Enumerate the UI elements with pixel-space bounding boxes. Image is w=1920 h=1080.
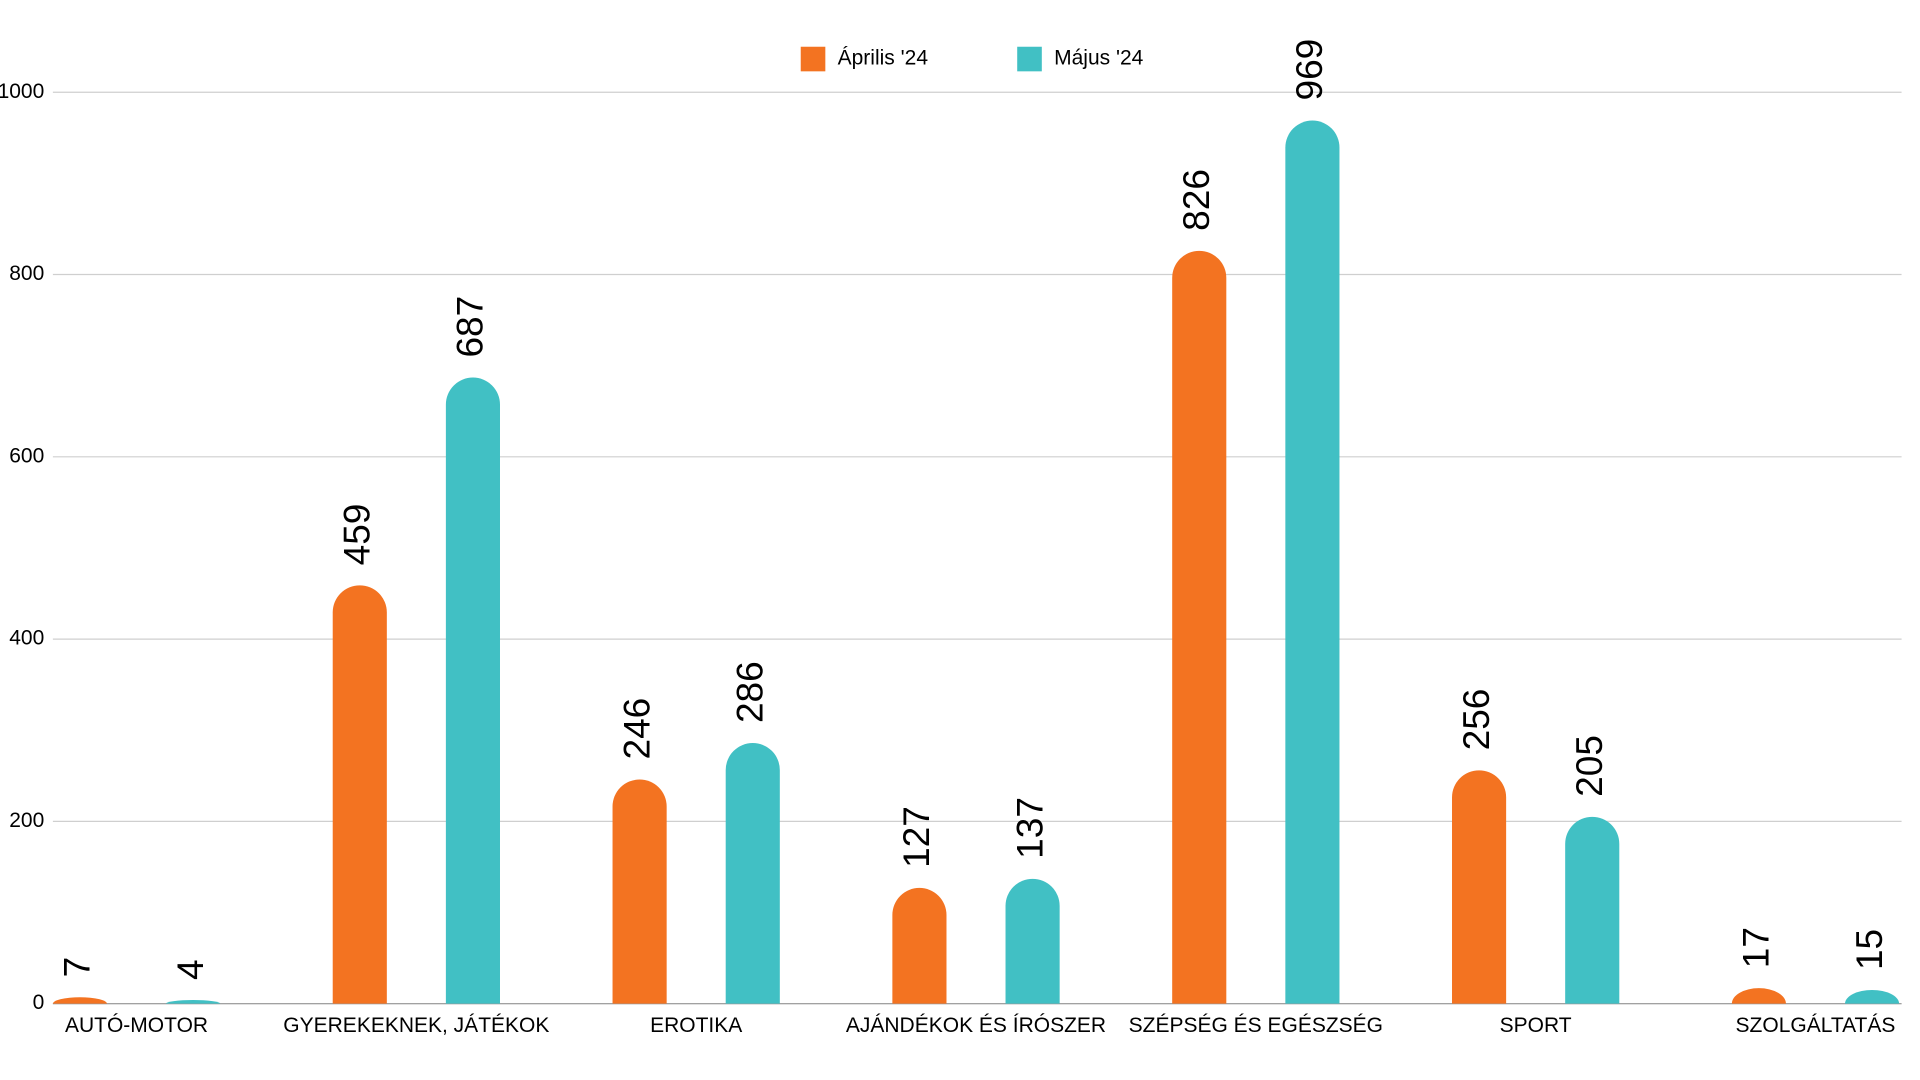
value-label: 826	[1176, 169, 1217, 231]
x-tick-label: SZÉPSÉG ÉS EGÉSZSÉG	[1129, 1014, 1383, 1037]
value-label: 17	[1736, 927, 1777, 968]
legend-label: Május '24	[1054, 47, 1144, 70]
value-label: 7	[57, 957, 98, 978]
x-tick-label: AJÁNDÉKOK ÉS ÍRÓSZER	[846, 1014, 1106, 1037]
bar	[52, 997, 108, 1004]
y-tick-label: 0	[33, 991, 45, 1014]
bar	[1452, 770, 1507, 1004]
value-label: 969	[1289, 39, 1330, 101]
value-label: 687	[450, 296, 491, 358]
value-label: 256	[1456, 689, 1497, 751]
bar	[1005, 878, 1060, 1004]
x-tick-label: SPORT	[1500, 1014, 1572, 1037]
y-tick-label: 400	[9, 627, 44, 650]
x-tick-label: GYEREKEKNEK, JÁTÉKOK	[283, 1014, 549, 1037]
value-label: 459	[337, 504, 378, 566]
bar	[166, 1000, 221, 1004]
y-tick-label: 1000	[0, 80, 44, 103]
legend-label: Április '24	[838, 47, 929, 70]
value-label: 127	[896, 806, 937, 868]
bar	[1845, 990, 1900, 1004]
value-label: 15	[1849, 929, 1890, 970]
value-label: 4	[170, 959, 211, 980]
bar	[1731, 988, 1786, 1004]
value-label: 246	[616, 698, 657, 760]
bar	[1565, 816, 1620, 1004]
bar	[612, 779, 667, 1004]
value-label: 205	[1569, 735, 1610, 797]
legend-swatch	[800, 46, 826, 72]
x-tick-label: EROTIKA	[650, 1014, 742, 1037]
bar	[445, 377, 500, 1004]
bar	[1285, 120, 1340, 1004]
bar	[1172, 250, 1227, 1004]
value-label: 286	[730, 661, 771, 723]
bar	[892, 887, 947, 1004]
y-tick-label: 800	[9, 262, 44, 285]
y-tick-label: 600	[9, 444, 44, 467]
x-tick-label: AUTÓ-MOTOR	[65, 1014, 208, 1037]
bar	[725, 743, 780, 1004]
bar	[332, 585, 387, 1004]
y-tick-label: 200	[9, 809, 44, 832]
x-tick-label: SZOLGÁLTATÁS	[1736, 1014, 1896, 1037]
legend-swatch	[1017, 46, 1042, 72]
value-label: 137	[1009, 797, 1050, 859]
